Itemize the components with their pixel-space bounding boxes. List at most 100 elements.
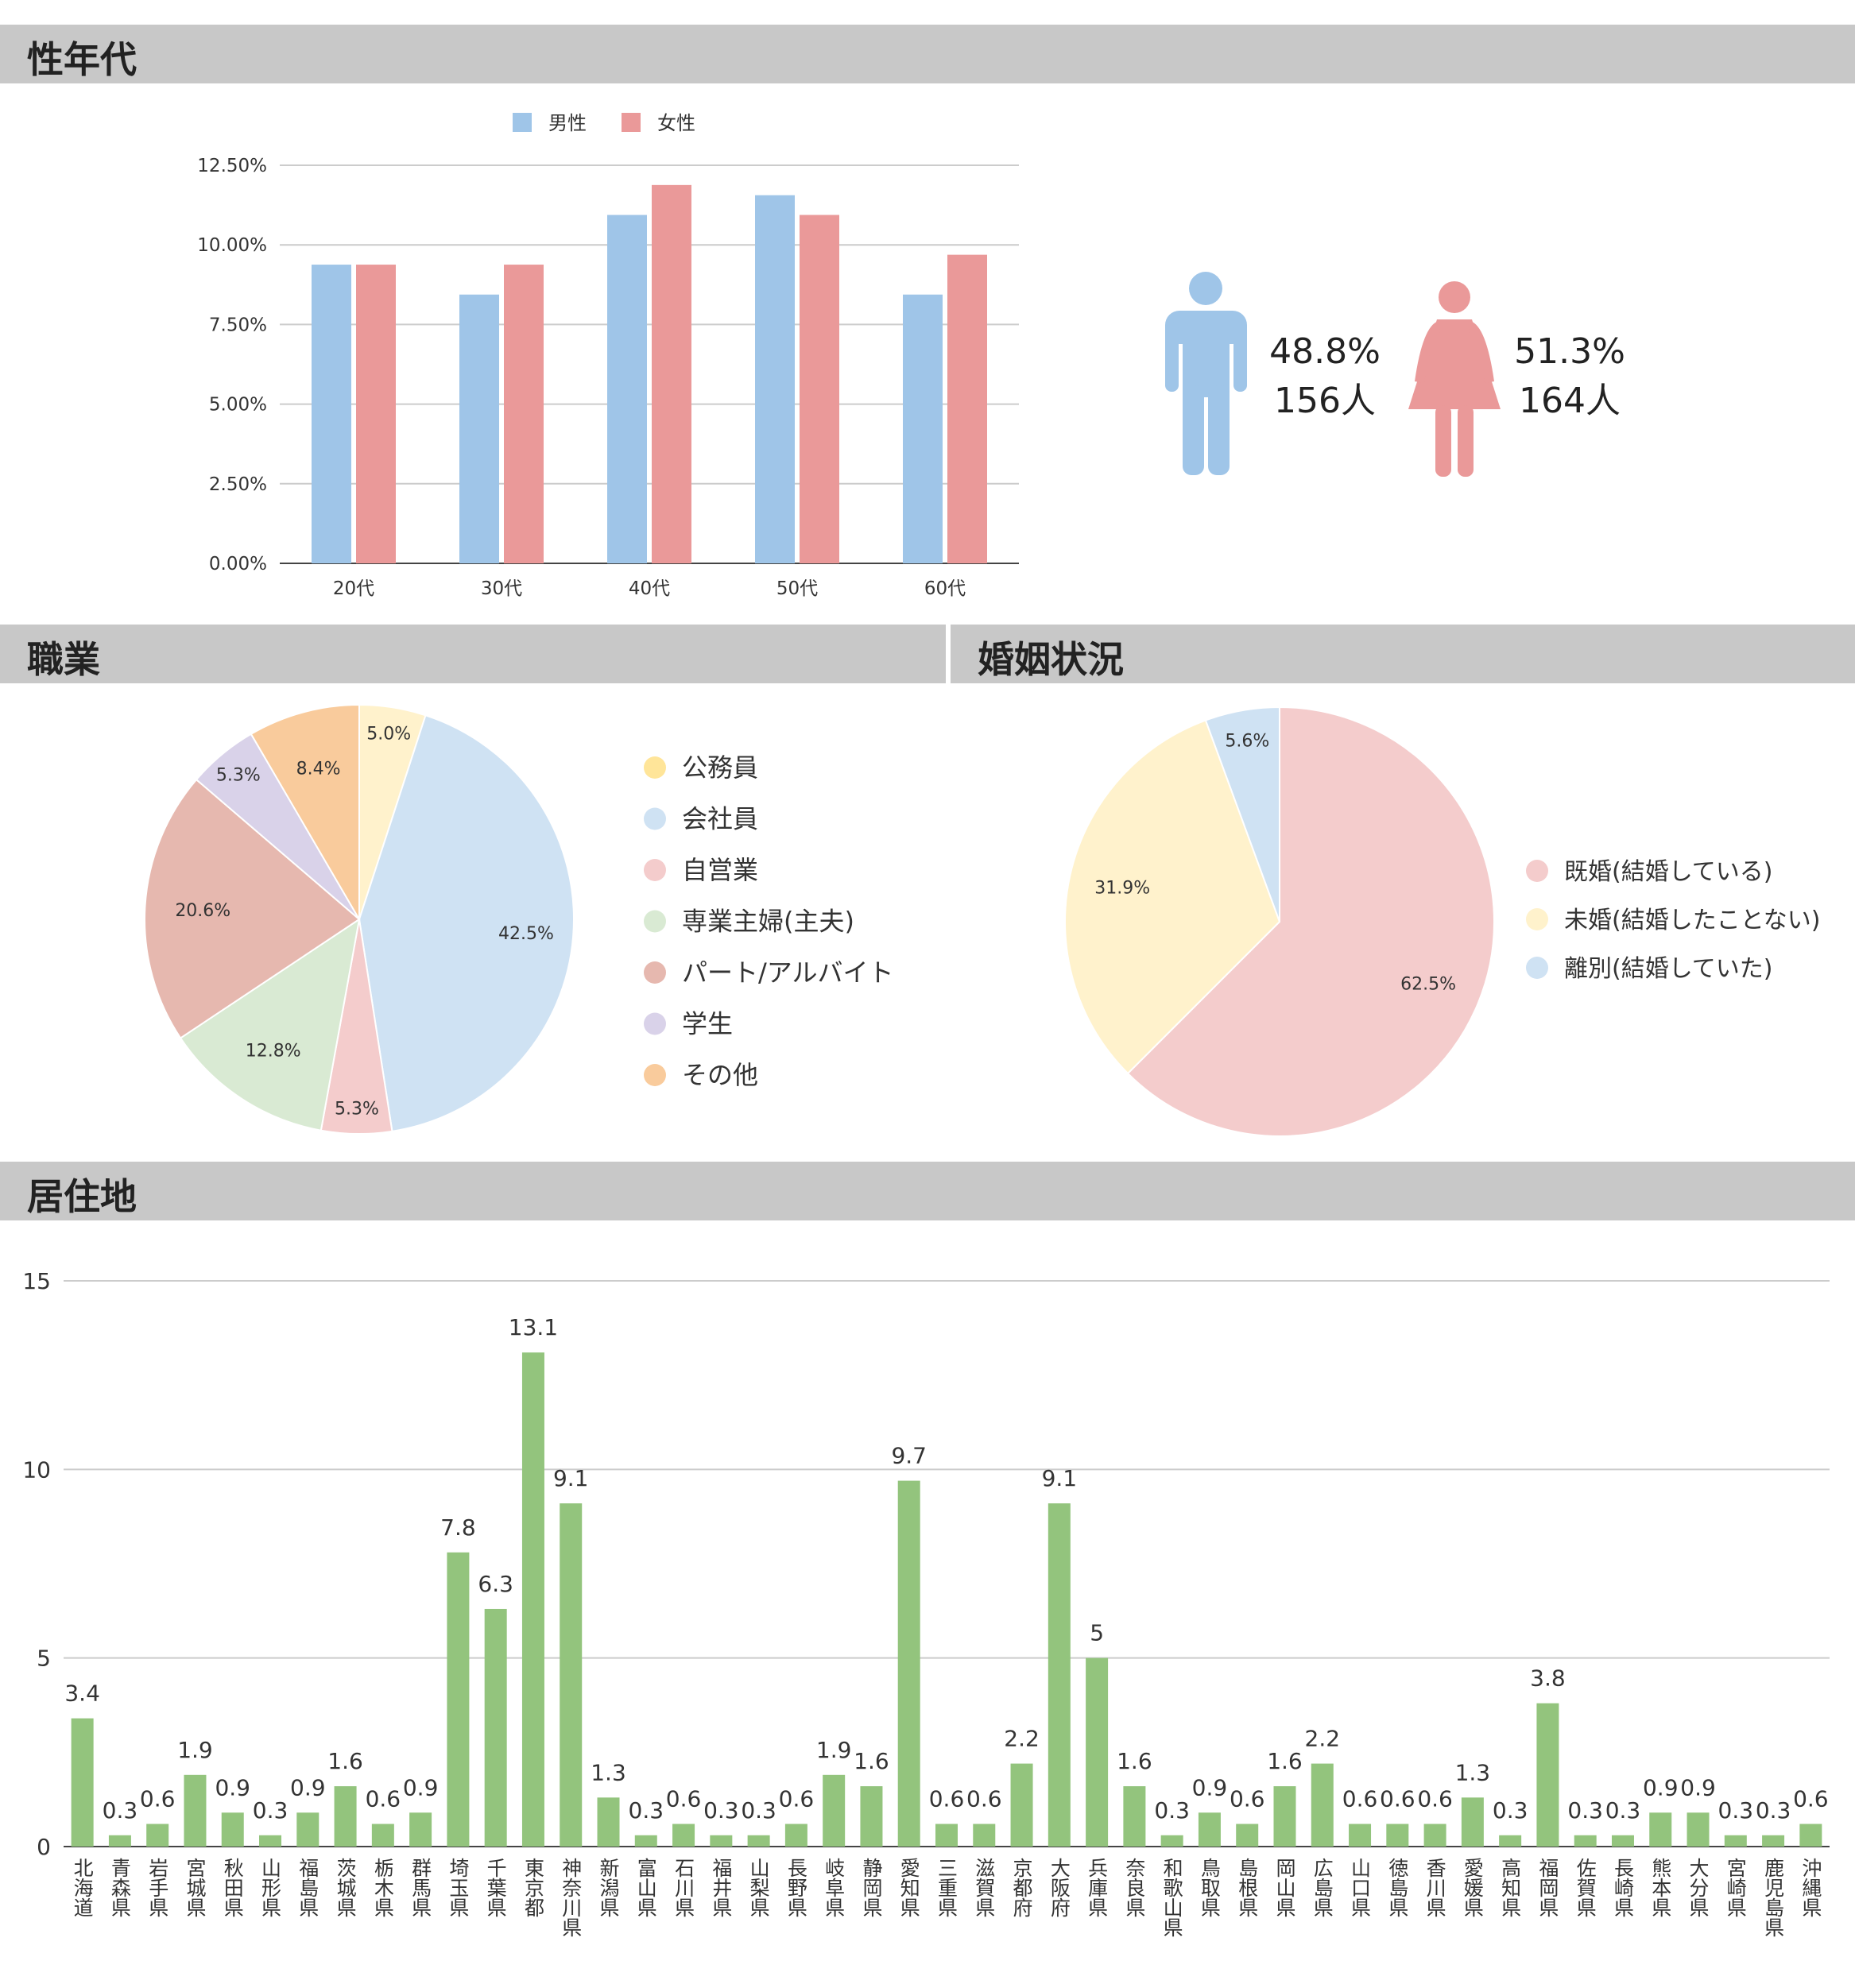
data-label: 1.6: [327, 1748, 363, 1774]
bar-prefecture: [710, 1835, 733, 1847]
x-tick-label: 秋田県: [221, 1858, 244, 1917]
data-label: 0.3: [1756, 1797, 1791, 1824]
x-tick-label: 徳島県: [1386, 1858, 1409, 1917]
x-tick-label: 茨城県: [334, 1858, 357, 1917]
data-label: 0.6: [779, 1786, 815, 1812]
data-label: 2.2: [1004, 1726, 1040, 1752]
female-percent: 51.3%: [1514, 331, 1625, 372]
pie-slice: [1204, 706, 1280, 922]
data-label: 0.6: [1230, 1786, 1265, 1812]
legend-label: 既婚(結婚している): [1564, 858, 1773, 886]
data-label: 0.9: [403, 1774, 439, 1800]
x-tick-label: 青森県: [108, 1858, 131, 1917]
data-label: 0.3: [1493, 1797, 1528, 1824]
data-label: 6.3: [478, 1571, 513, 1597]
x-tick-label: 佐賀県: [1574, 1858, 1597, 1917]
legend-label: 公務員: [682, 752, 758, 783]
female-person-icon: [1408, 281, 1501, 477]
data-label: 0.3: [1567, 1797, 1603, 1824]
bar-prefecture: [1086, 1657, 1109, 1847]
legend-dot: [644, 807, 666, 830]
x-tick-label: 大分県: [1687, 1858, 1710, 1917]
legend-label: 離別(結婚していた): [1564, 955, 1773, 983]
data-label: 0.3: [1718, 1797, 1754, 1824]
data-label: 0.6: [1380, 1786, 1415, 1812]
bar-prefecture: [1536, 1703, 1559, 1847]
bar-female: [947, 254, 987, 563]
x-tick-label: 広島県: [1311, 1858, 1334, 1917]
data-label: 0.3: [703, 1797, 739, 1824]
bar-prefecture: [1499, 1835, 1522, 1847]
x-tick-label: 長野県: [784, 1858, 807, 1917]
data-label: 0.3: [103, 1797, 138, 1824]
bar-prefecture: [1724, 1835, 1747, 1847]
data-label: 0.3: [1605, 1797, 1641, 1824]
marital-pie-chart: 62.5% 31.9% 5.6% 既婚(結婚している) 未婚(結婚したことない) 離別(結…: [1064, 706, 1821, 1137]
x-tick-label: 沖縄県: [1799, 1858, 1822, 1917]
legend-label: 学生: [682, 1009, 733, 1039]
section-title: 職業: [27, 638, 100, 681]
section-header-marital: 婚姻状況: [951, 625, 1855, 683]
bar-male: [312, 265, 351, 563]
x-tick-label: 京都府: [1010, 1858, 1033, 1917]
data-label: 1.9: [177, 1737, 213, 1763]
female-stat: 51.3% 164人: [1502, 327, 1637, 426]
bar-prefecture: [371, 1824, 394, 1847]
bar-prefecture: [184, 1774, 207, 1847]
x-tick-label: 栃木県: [371, 1858, 394, 1917]
bar-prefecture: [1273, 1786, 1296, 1847]
data-label: 0.9: [290, 1774, 326, 1800]
x-tick-label: 50代: [776, 578, 818, 599]
bar-prefecture: [897, 1480, 920, 1847]
y-tick-label: 5.00%: [209, 395, 267, 416]
data-label: 0.3: [629, 1797, 664, 1824]
x-tick-label: 山形県: [259, 1858, 282, 1917]
bar-prefecture: [1611, 1835, 1634, 1847]
x-tick-label: 新潟県: [597, 1858, 620, 1917]
female-count: 164人: [1519, 381, 1621, 421]
x-tick-label: 愛知県: [897, 1858, 920, 1917]
bar-prefecture: [823, 1774, 846, 1847]
data-label: 1.6: [854, 1748, 889, 1774]
data-label: 1.6: [1267, 1748, 1303, 1774]
legend-dot: [1526, 957, 1548, 979]
bar-prefecture: [1687, 1812, 1710, 1847]
data-label: 0.9: [1643, 1774, 1679, 1800]
bar-prefecture: [634, 1835, 657, 1847]
x-tick-label: 福井県: [710, 1858, 733, 1917]
legend-dot: [1526, 860, 1548, 882]
data-label: 1.3: [1455, 1759, 1491, 1785]
bar-prefecture: [108, 1835, 131, 1847]
x-tick-label: 神奈川県: [560, 1858, 583, 1937]
slice-label: 62.5%: [1400, 974, 1456, 994]
x-tick-label: 静岡県: [860, 1858, 883, 1917]
legend-swatch: [622, 113, 641, 132]
bar-male: [755, 195, 795, 563]
legend-dot: [644, 756, 666, 779]
x-tick-label: 鳥取県: [1198, 1858, 1221, 1917]
data-label: 5: [1090, 1620, 1104, 1646]
slice-label: 5.3%: [335, 1100, 379, 1120]
x-tick-label: 奈良県: [1123, 1858, 1146, 1917]
legend-label: 専業主婦(主夫): [682, 907, 854, 937]
section-header-residence: 居住地: [0, 1162, 1855, 1220]
x-tick-label: 熊本県: [1649, 1858, 1672, 1917]
bar-prefecture: [71, 1718, 94, 1847]
data-label: 3.4: [64, 1681, 100, 1707]
legend-dot: [644, 859, 666, 881]
x-tick-label: 愛媛県: [1461, 1858, 1484, 1917]
y-tick-label: 0.00%: [209, 554, 267, 574]
x-tick-label: 山梨県: [747, 1858, 770, 1917]
x-tick-label: 岡山県: [1273, 1858, 1296, 1917]
bar-male: [903, 294, 943, 563]
data-label: 0.6: [966, 1786, 1002, 1812]
data-label: 1.9: [816, 1737, 852, 1763]
x-tick-label: 香川県: [1423, 1858, 1446, 1917]
legend-label: 未婚(結婚したことない): [1564, 907, 1821, 934]
slice-label: 12.8%: [246, 1042, 301, 1062]
bar-prefecture: [935, 1824, 958, 1847]
bar-prefecture: [1010, 1763, 1033, 1847]
data-label: 1.6: [1117, 1748, 1152, 1774]
age-gender-bar-chart: 0.00% 2.50% 5.00% 7.50% 10.00% 12.50% 20代 30代 40…: [197, 112, 1019, 599]
data-label: 0.6: [929, 1786, 965, 1812]
